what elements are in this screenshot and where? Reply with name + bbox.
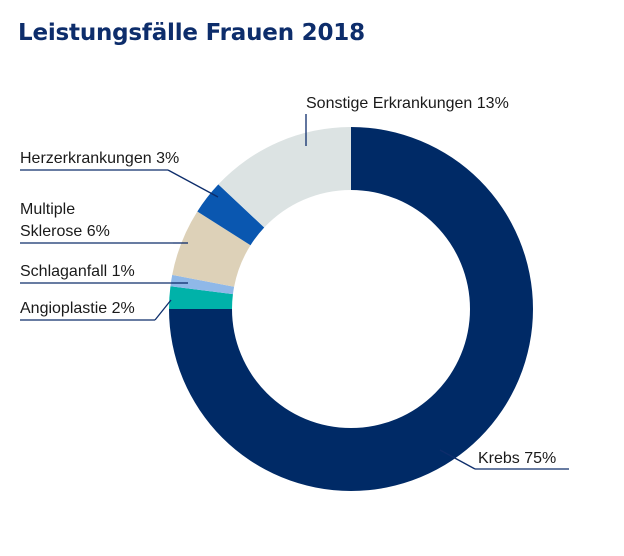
donut-slice-4 <box>197 184 265 246</box>
donut-slice-5 <box>218 127 351 228</box>
leader-lines <box>20 114 569 470</box>
slice-label-2: Schlaganfall 1% <box>20 263 135 280</box>
donut-slice-3 <box>172 211 251 287</box>
leader-line-4 <box>167 169 219 198</box>
donut-slices <box>169 127 533 491</box>
slice-label-3-line-0: Multiple <box>20 201 75 218</box>
slice-label-3-line-1: Sklerose 6% <box>20 223 110 240</box>
donut-slice-2 <box>170 274 235 295</box>
slice-labels: Krebs 75% Angioplastie 2% Schlaganfall 1% M… <box>20 95 556 467</box>
slice-label-5: Sonstige Erkrankungen 13% <box>306 95 509 112</box>
slice-label-1: Angioplastie 2% <box>20 300 135 317</box>
leader-line-0 <box>439 449 476 470</box>
slice-label-4: Herzerkrankungen 3% <box>20 150 179 167</box>
slice-label-0: Krebs 75% <box>478 450 556 467</box>
donut-slice-1 <box>169 286 233 309</box>
leader-line-1 <box>154 299 172 321</box>
donut-slice-0 <box>169 127 533 491</box>
chart-title: Leistungsfälle Frauen 2018 <box>18 20 365 46</box>
